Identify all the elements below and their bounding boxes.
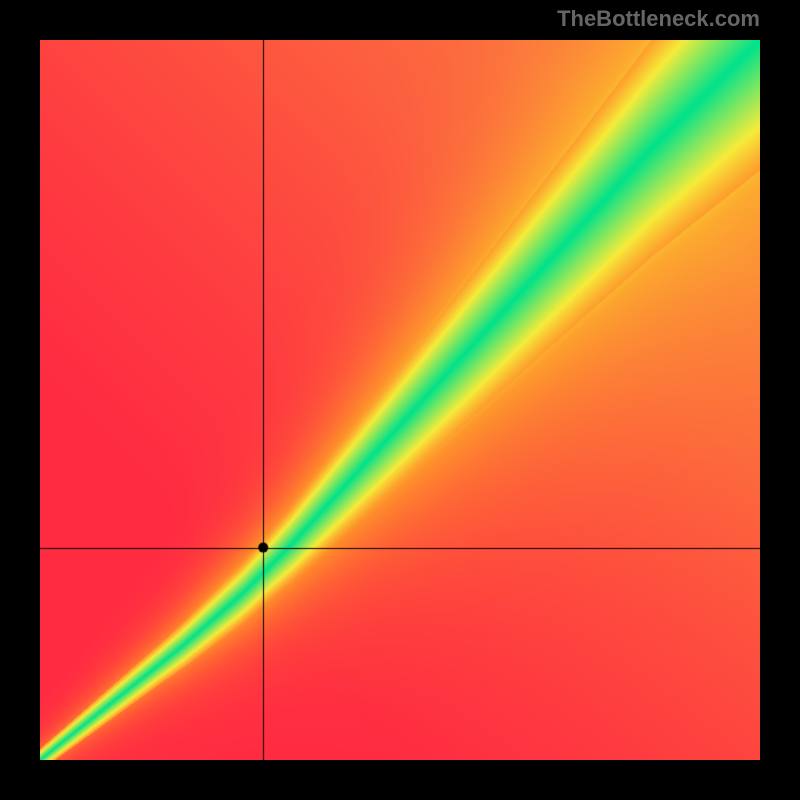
attribution-label: TheBottleneck.com — [557, 6, 760, 32]
heatmap-plot — [40, 40, 760, 760]
heatmap-canvas — [40, 40, 760, 760]
chart-container: TheBottleneck.com — [0, 0, 800, 800]
